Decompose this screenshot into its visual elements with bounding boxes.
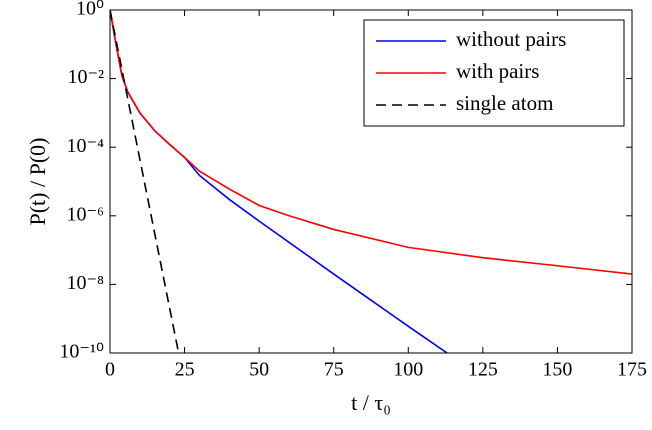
- y-tick-label: 10⁻⁶: [66, 203, 104, 225]
- x-tick-label: 100: [393, 359, 423, 381]
- legend-label: with pairs: [456, 59, 539, 83]
- x-tick-label: 75: [324, 359, 344, 381]
- x-tick-label: 0: [105, 359, 115, 381]
- plot: [110, 10, 632, 353]
- y-axis-label: P(t) / P(0): [25, 138, 50, 226]
- x-tick-label: 150: [542, 359, 572, 381]
- axes-box: [109, 9, 633, 354]
- y-tick-label: 10⁻⁴: [66, 135, 104, 157]
- x-tick-label: 125: [468, 359, 498, 381]
- x-axis-label: t / τ₀: [351, 390, 391, 415]
- y-tick-label: 10⁻²: [67, 66, 104, 88]
- legend-label: without pairs: [456, 27, 566, 51]
- y-tick-label: 10⁰: [76, 0, 104, 20]
- legend-label: single atom: [456, 91, 553, 115]
- y-tick-label: 10⁻⁸: [66, 272, 104, 294]
- y-tick-label: 10⁻¹⁰: [59, 341, 104, 363]
- series-line: [110, 10, 632, 275]
- x-tick-label: 50: [249, 359, 269, 381]
- series-line: [110, 10, 180, 353]
- x-tick-label: 175: [617, 359, 647, 381]
- x-tick-label: 25: [175, 359, 195, 381]
